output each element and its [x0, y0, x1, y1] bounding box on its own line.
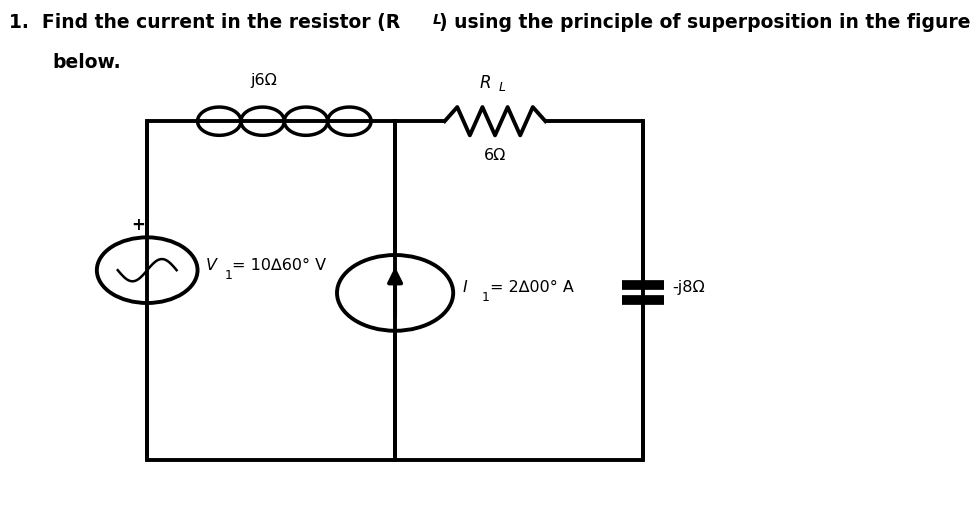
Text: 6Ω: 6Ω — [484, 148, 506, 163]
Text: = 2∆00° A: = 2∆00° A — [489, 280, 573, 295]
Text: below.: below. — [52, 53, 120, 72]
Text: ) using the principle of superposition in the figure: ) using the principle of superposition i… — [439, 13, 970, 32]
Text: V: V — [205, 258, 216, 273]
Text: R: R — [479, 74, 490, 92]
Text: j6Ω: j6Ω — [250, 73, 276, 88]
Text: L: L — [498, 81, 505, 94]
Text: L: L — [433, 13, 442, 27]
Text: = 10∆60° V: = 10∆60° V — [233, 258, 326, 273]
Text: -j8Ω: -j8Ω — [671, 280, 704, 295]
Text: 1: 1 — [225, 269, 233, 282]
Text: 1: 1 — [482, 291, 489, 305]
Text: 1.  Find the current in the resistor (R: 1. Find the current in the resistor (R — [10, 13, 401, 32]
Text: +: + — [131, 216, 145, 234]
Text: I: I — [462, 280, 467, 295]
